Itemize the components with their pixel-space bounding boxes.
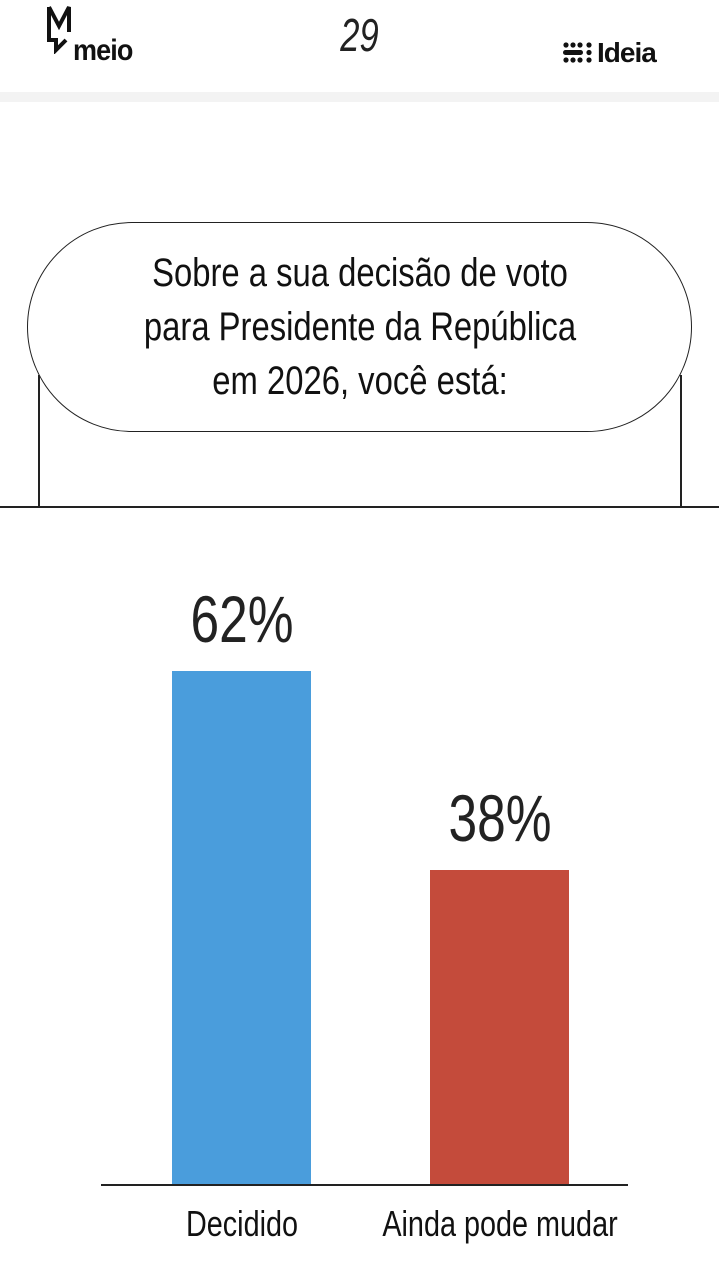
page-number: 29: [340, 9, 379, 61]
ideia-dots-icon: [563, 42, 592, 63]
x-axis-baseline: [101, 1184, 628, 1186]
ideia-logo: Ideia: [563, 37, 657, 68]
value-label-1: 38%: [447, 780, 552, 855]
meio-speech-icon: [47, 6, 71, 55]
section-divider: [0, 506, 719, 508]
question-bubble: Sobre a sua decisão de voto para Preside…: [27, 222, 692, 432]
value-label-0: 62%: [189, 582, 294, 657]
bubble-support-right: [680, 375, 682, 507]
category-label-0: Decidido: [185, 1203, 298, 1244]
question-text: Sobre a sua decisão de voto para Preside…: [143, 251, 576, 403]
bar-0: [172, 671, 311, 1185]
bubble-support-left: [38, 375, 40, 507]
header-divider: [0, 92, 719, 102]
bar-1: [430, 869, 569, 1185]
category-label-1: Ainda pode mudar: [381, 1203, 618, 1244]
header: meio 29 Ideia: [0, 0, 719, 92]
meio-logo: meio: [46, 4, 156, 74]
